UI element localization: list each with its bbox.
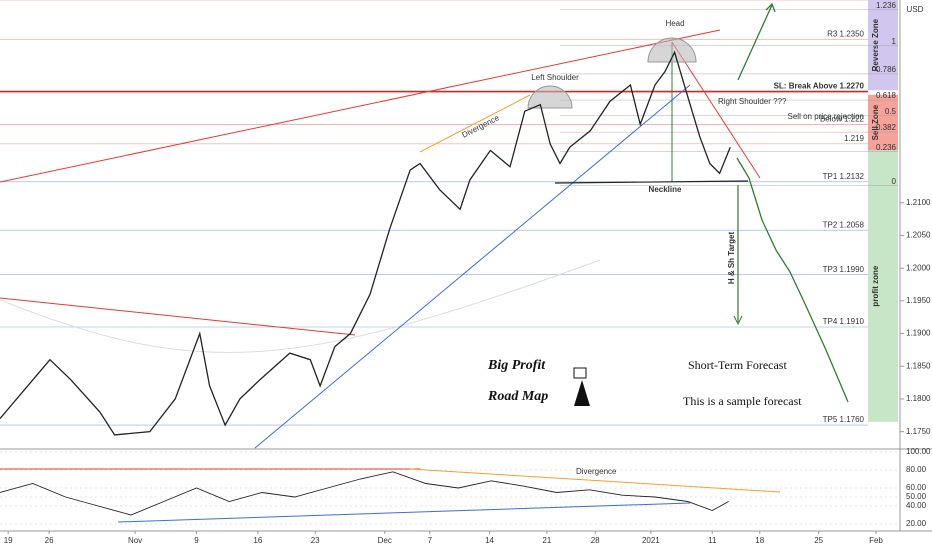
annotation: Neckline (649, 185, 682, 194)
fib-label: 0.236 (876, 143, 897, 152)
y-tick-label: 1.2050 (906, 231, 931, 240)
fib-label: 1.236 (876, 1, 897, 10)
zone-label: Reverse Zone (871, 18, 880, 71)
level-label: TP3 1.1990 (823, 265, 865, 274)
trend-line (254, 84, 691, 449)
x-tick-label: 14 (485, 536, 494, 545)
y-tick-label: 1.1950 (906, 296, 931, 305)
x-tick-label: 23 (311, 536, 320, 545)
zone (868, 94, 898, 151)
x-tick-label: Nov (128, 536, 142, 545)
rsi-divergence (409, 468, 781, 493)
y-tick-label: 1.2000 (906, 263, 931, 272)
rsi-tick-label: 60.00 (906, 483, 927, 492)
drawings (0, 0, 932, 532)
rsi-tick-label: 50.00 (906, 492, 927, 501)
annotation: Divergence (576, 467, 617, 476)
x-tick-label: 11 (708, 536, 717, 545)
trend-line (671, 41, 761, 179)
annotation: Left Shoulder (531, 73, 579, 82)
level-label: Below 1.222 (820, 114, 865, 123)
annotation: Right Shoulder ??? (718, 97, 787, 106)
x-tick-label: Feb (869, 536, 883, 545)
rsi-tick-label: 20.00 (906, 519, 927, 528)
x-tick-label: 16 (253, 536, 262, 545)
annotation: Sell on price rejection (788, 112, 864, 121)
moving-average (0, 259, 601, 353)
x-tick-label: 25 (814, 536, 823, 545)
rsi-line (0, 471, 729, 516)
y-tick-label: 1.1850 (906, 361, 931, 370)
arrow (733, 315, 743, 326)
fib-label: 0.786 (876, 65, 897, 74)
level-label: TP2 1.2058 (823, 220, 865, 229)
zone-label: Sell Zone (871, 104, 880, 140)
rsi-tick-label: 80.00 (906, 465, 927, 474)
fib-label: 0.618 (876, 91, 897, 100)
x-tick-label: 19 (4, 536, 13, 545)
shoulder-arc (527, 85, 573, 109)
divergence-line (419, 94, 531, 153)
neckline (554, 180, 749, 184)
annotation: Head (665, 19, 684, 28)
head-arc (647, 37, 697, 63)
zone (868, 0, 898, 91)
rsi-tick-label: 100.00 (906, 447, 931, 456)
annotation: This is a sample forecast (683, 394, 802, 408)
level-label: R3 1.2350 (827, 29, 864, 38)
y-tick-label: 1.1800 (906, 394, 931, 403)
level-label: TP1 1.2132 (823, 172, 865, 181)
x-tick-label: 26 (45, 536, 54, 545)
zone-label: profit zone (871, 265, 880, 306)
annotation: Short-Term Forecast (688, 358, 787, 372)
zone (868, 150, 898, 422)
y-tick-label: 1.2100 (906, 198, 931, 207)
x-tick-label: 28 (591, 536, 600, 545)
forecast-path (736, 157, 849, 403)
level-label: SL: Break Above 1.2270 (774, 82, 865, 91)
y-tick-label: 1.1900 (906, 329, 931, 338)
y-tick-label: 1.1750 (906, 427, 931, 436)
flag-icon (573, 367, 587, 379)
level-label: TP5 1.1760 (823, 415, 865, 424)
annotation: Big Profit (487, 358, 546, 373)
annotation: H & Sh Target (727, 232, 736, 285)
annotation: Road Map (487, 389, 548, 404)
x-tick-label: 2021 (642, 536, 660, 545)
fib-label: 0 (892, 177, 897, 186)
currency: USD (907, 5, 924, 14)
fib-label: 0.5 (885, 107, 897, 116)
fib-label: 1 (892, 37, 897, 46)
x-tick-label: 7 (428, 536, 433, 545)
plot (0, 50, 731, 516)
rsi-tick-label: 40.00 (906, 501, 927, 510)
x-tick-label: 18 (755, 536, 764, 545)
x-tick-label: Dec (378, 536, 392, 545)
price-line (0, 50, 731, 436)
trend-line (0, 297, 356, 336)
level-label: 1.219 (844, 134, 865, 143)
x-tick-label: 21 (542, 536, 551, 545)
road-icon (574, 380, 590, 406)
fib-label: 0.382 (876, 123, 897, 132)
x-tick-label: 9 (194, 536, 199, 545)
arrow (737, 2, 776, 81)
trend-line (0, 29, 721, 183)
rsi-trend (117, 502, 691, 523)
level-label: TP4 1.1910 (823, 317, 865, 326)
